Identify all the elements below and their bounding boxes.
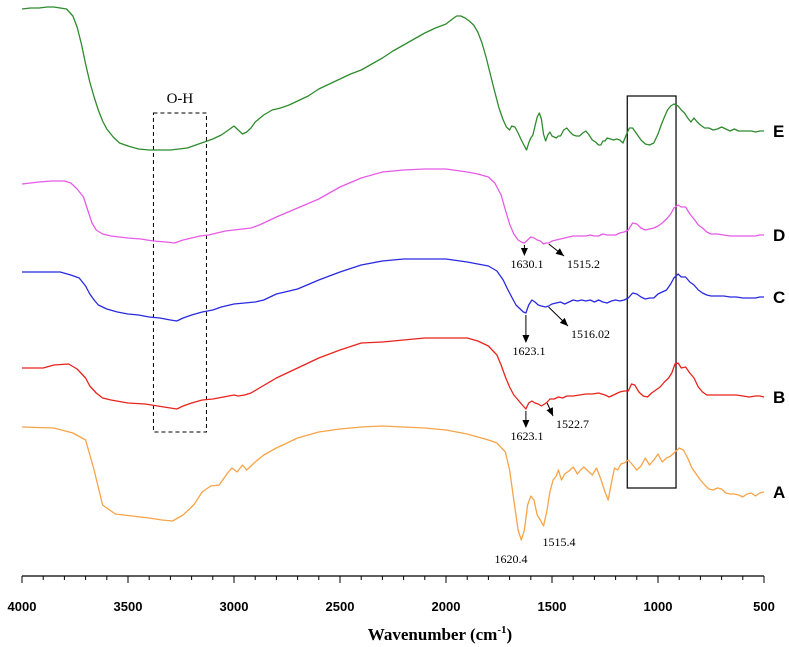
x-axis: 4000 3500 3000 2500 2000 1500 1000 500 xyxy=(8,575,775,614)
series-label-A: A xyxy=(773,483,785,502)
regions-layer: O-H xyxy=(152,91,677,489)
x-tick-label: 1000 xyxy=(644,599,673,614)
peak-arrowhead-6 xyxy=(546,407,553,416)
peak-arrowhead-4 xyxy=(559,317,568,326)
x-axis-title-close: ) xyxy=(507,625,513,644)
peak-label-5: 1623.1 xyxy=(511,429,544,443)
x-tick-label: 500 xyxy=(753,599,775,614)
peak-label-4: 1516.02 xyxy=(571,327,610,341)
peak-label-8: 1515.4 xyxy=(543,535,576,549)
peak-arrowhead-5 xyxy=(522,420,530,428)
peak-arrowhead-2 xyxy=(555,248,564,256)
series-label-D: D xyxy=(773,226,785,245)
x-axis-title-main: Wavenumber (cm xyxy=(368,625,498,644)
peak-label-2: 1515.2 xyxy=(567,257,600,271)
x-tick-label: 4000 xyxy=(8,599,37,614)
series-label-E: E xyxy=(773,122,784,141)
region-label-1: O-H xyxy=(167,91,194,107)
region-box-2 xyxy=(626,95,677,489)
peak-arrowhead-1 xyxy=(520,248,528,256)
series-line-D xyxy=(21,168,764,245)
series-layer: A B C D E xyxy=(21,6,785,541)
peak-label-7: 1620.4 xyxy=(495,552,528,566)
x-tick-label: 3000 xyxy=(220,599,249,614)
peak-arrowhead-3 xyxy=(522,335,530,343)
series-line-B xyxy=(22,337,765,410)
x-axis-title-superscript: -1 xyxy=(497,624,506,636)
region-box-1 xyxy=(152,112,207,433)
series-label-B: B xyxy=(773,388,785,407)
x-tick-label: 2500 xyxy=(326,599,355,614)
x-tick-label: 1500 xyxy=(538,599,567,614)
peak-label-3: 1623.1 xyxy=(513,344,546,358)
peak-label-6: 1522.7 xyxy=(556,417,589,431)
x-tick-label: 2000 xyxy=(432,599,461,614)
x-axis-title: Wavenumber (cm-1) xyxy=(368,624,512,644)
series-line-A xyxy=(21,425,765,541)
peak-label-1: 1630.1 xyxy=(511,257,544,271)
series-line-E xyxy=(21,6,764,151)
annotations-layer: 1630.1 1515.2 1623.1 1516.02 1623.1 1522.7 162… xyxy=(495,243,610,566)
series-line-C xyxy=(22,258,764,322)
series-label-C: C xyxy=(773,288,785,307)
x-tick-label: 3500 xyxy=(114,599,143,614)
